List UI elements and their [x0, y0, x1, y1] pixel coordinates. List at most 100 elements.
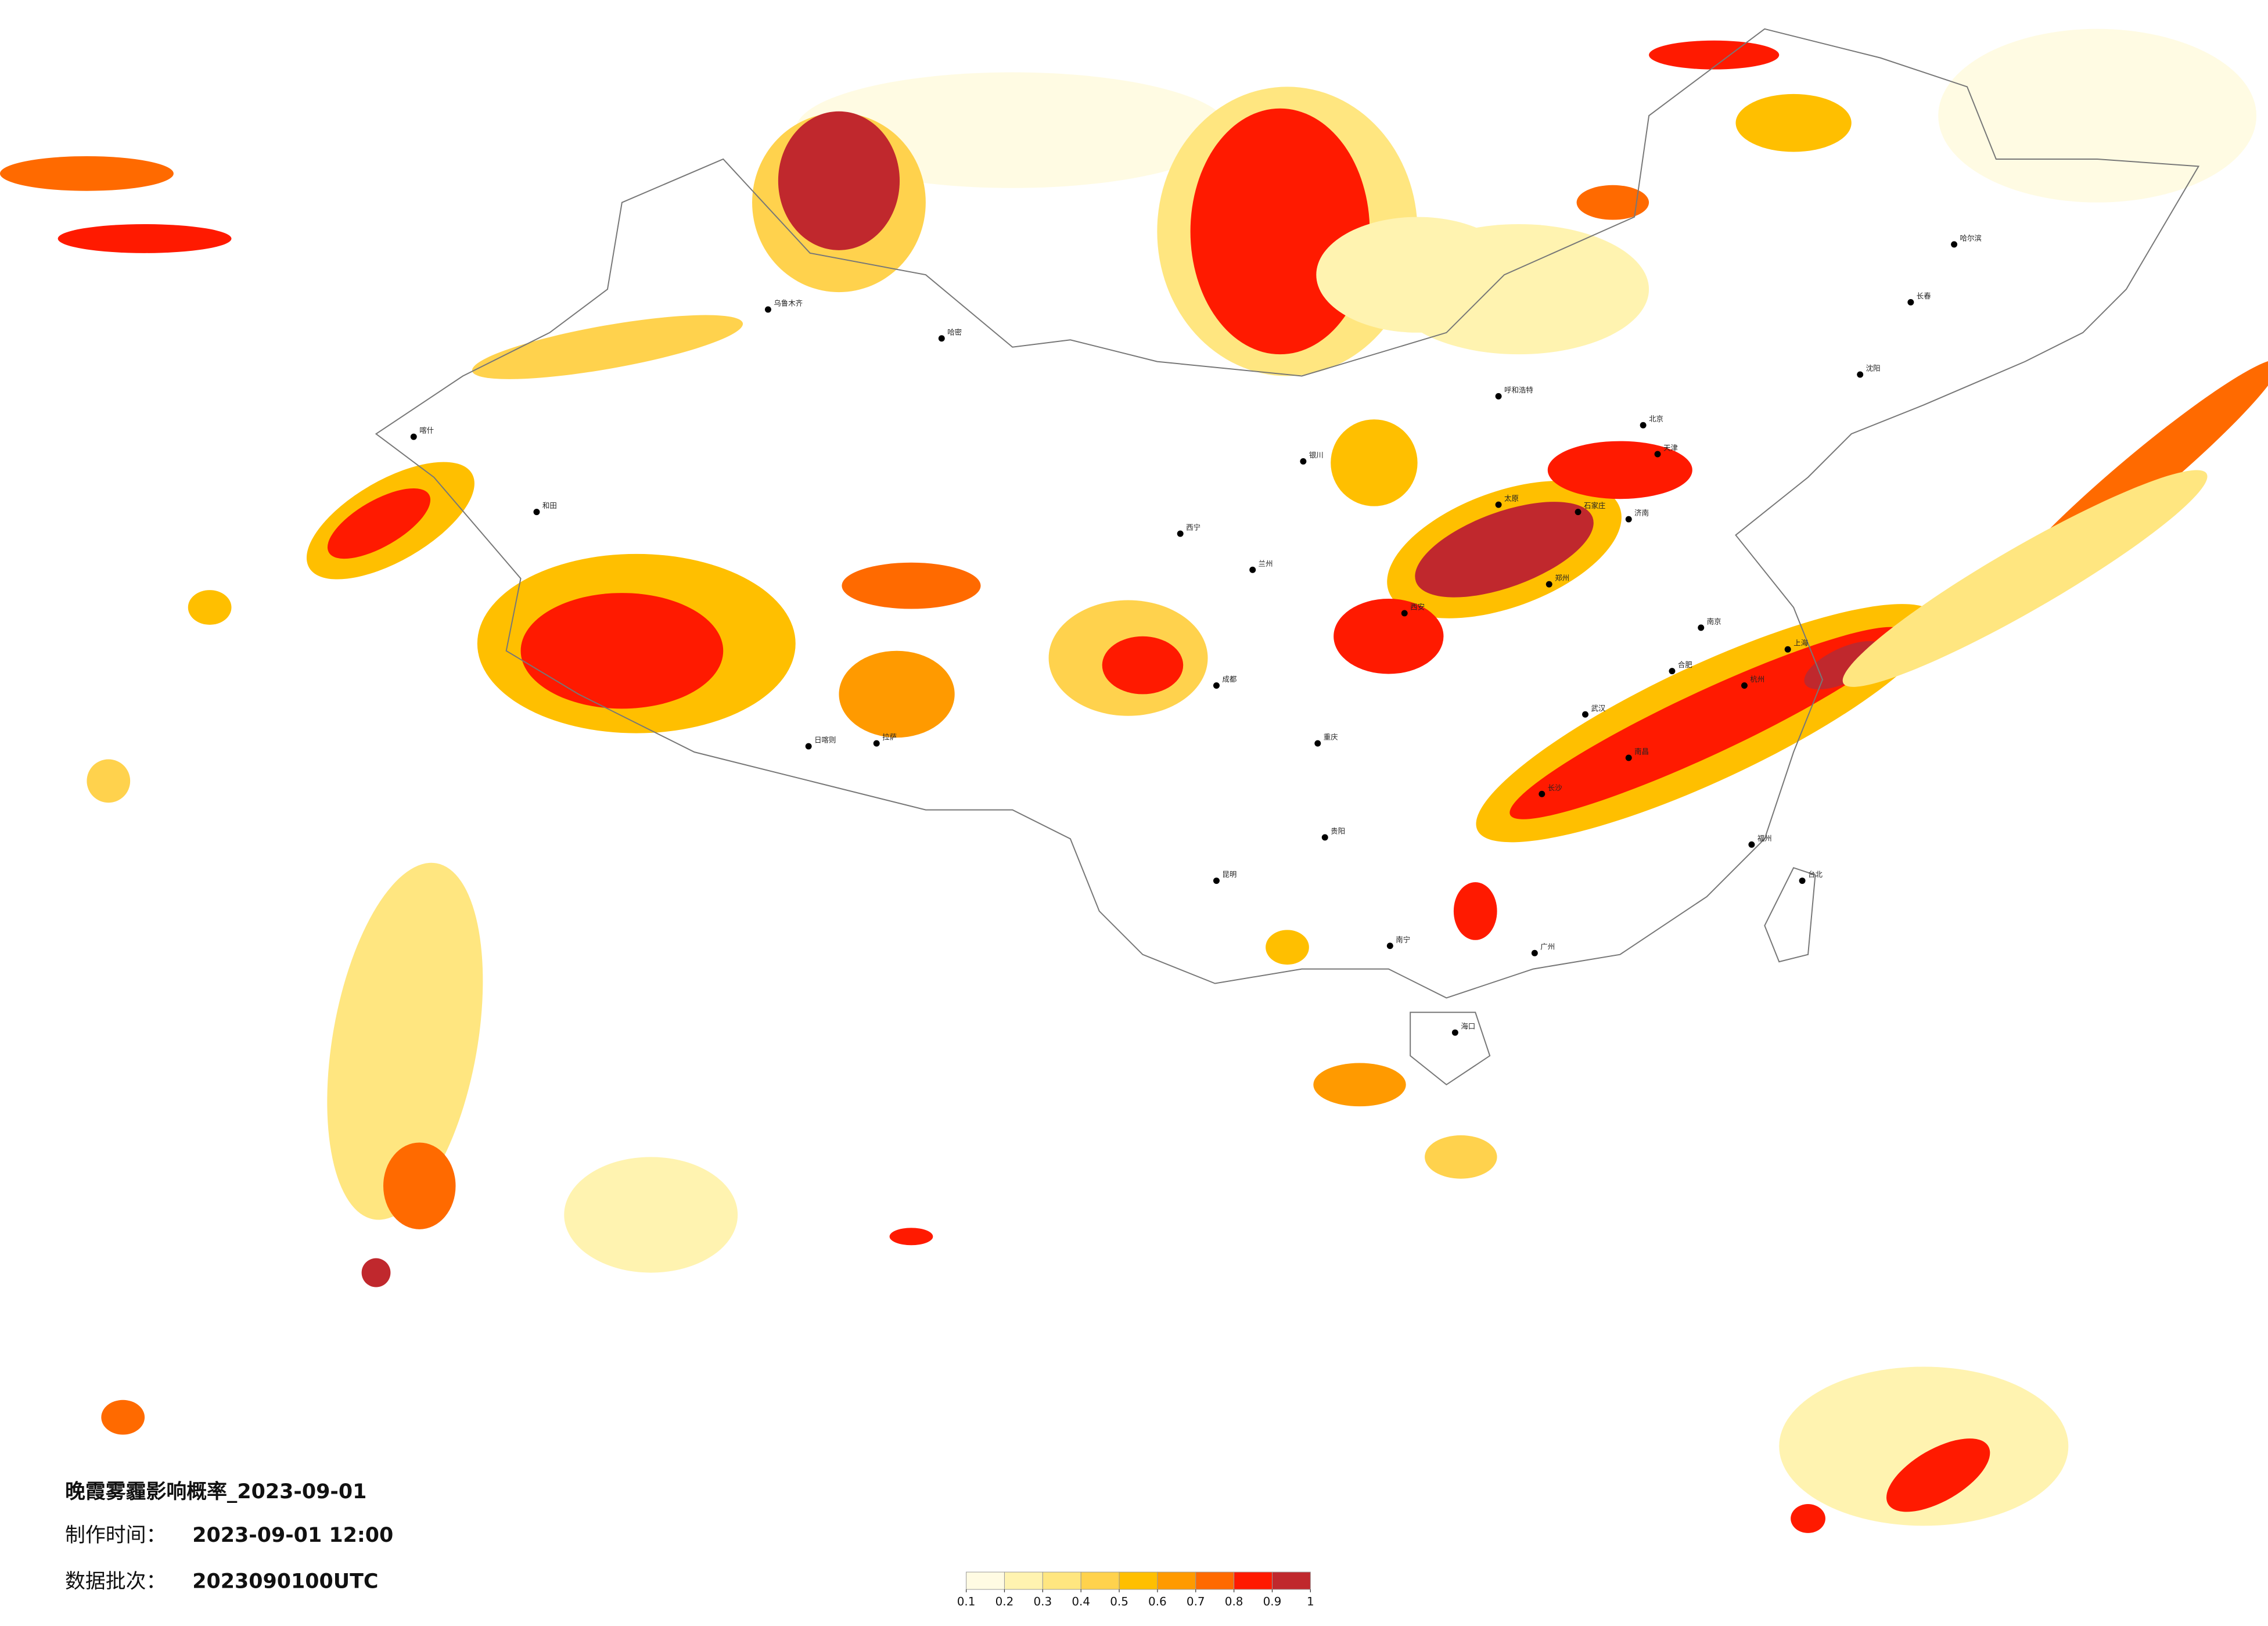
legend-tick-label: 0.3: [1033, 1595, 1052, 1608]
legend-tick-label: 1: [1307, 1595, 1314, 1608]
city-label: 长沙: [1548, 783, 1562, 792]
haze-area: [520, 593, 724, 709]
city-dot: [1495, 393, 1502, 400]
city-dot: [1698, 624, 1705, 631]
color-legend: 0.1 0.2 0.3 0.4 0.5 0.6 0.7 0.8 0.9 1: [957, 1571, 1314, 1608]
city-dot: [938, 335, 945, 342]
city-label: 西宁: [1186, 523, 1201, 532]
haze-area: [564, 1157, 738, 1273]
haze-area: [839, 650, 955, 738]
haze-area: [1331, 419, 1418, 506]
haze-area: [1779, 1366, 2069, 1526]
city-dot: [1654, 451, 1661, 458]
haze-area: [1425, 1135, 1497, 1179]
batch-label: 数据批次：: [65, 1570, 166, 1593]
city-dot: [1907, 299, 1914, 305]
production-value: 2023-09-01 12:00: [192, 1524, 393, 1547]
haze-area: [1316, 217, 1519, 333]
legend-swatch: [1271, 1571, 1311, 1590]
legend-swatch: [1004, 1571, 1043, 1590]
city-dot: [1857, 371, 1864, 378]
city-label: 兰州: [1259, 559, 1273, 568]
legend-tick-label: 0.8: [1225, 1595, 1243, 1608]
city-dot: [764, 306, 771, 313]
city-label: 南宁: [1396, 935, 1410, 944]
city-label: 天津: [1663, 444, 1678, 452]
haze-area: [889, 1228, 933, 1246]
haze-area: [778, 111, 900, 250]
haze-area: [87, 759, 131, 803]
city-dot: [1669, 668, 1676, 675]
city-label: 西安: [1410, 602, 1425, 611]
city-label: 武汉: [1591, 704, 1605, 713]
haze-area: [1453, 882, 1497, 940]
city-label: 广州: [1540, 942, 1555, 951]
city-dot: [1545, 581, 1552, 588]
city-label: 南京: [1707, 617, 1721, 625]
legend-swatch: [1195, 1571, 1235, 1590]
haze-area: [1190, 108, 1370, 355]
city-dot: [1640, 422, 1647, 429]
city-label: 昆明: [1222, 870, 1237, 879]
haze-area: [361, 1258, 391, 1287]
city-dot: [1625, 516, 1632, 523]
city-dot: [1582, 711, 1588, 718]
city-dot: [805, 743, 812, 750]
haze-area: [1313, 1063, 1406, 1107]
city-dot: [1386, 942, 1393, 949]
city-label: 南昌: [1634, 747, 1649, 756]
city-dot: [1951, 241, 1958, 248]
legend-tick-label: 0.2: [995, 1595, 1014, 1608]
city-label: 拉萨: [882, 733, 897, 742]
city-dot: [1177, 530, 1184, 537]
haze-area: [1266, 930, 1309, 965]
legend-tick-label: 0.4: [1072, 1595, 1090, 1608]
city-label: 沈阳: [1866, 364, 1881, 373]
haze-area: [1842, 470, 2208, 687]
haze-area: [842, 562, 981, 609]
haze-area: [101, 1400, 145, 1435]
haze-area: [188, 590, 232, 625]
city-label: 哈密: [947, 328, 962, 336]
map-title: 晚霞雾霾影响概率_2023-09-01: [65, 1480, 366, 1503]
city-label: 合肥: [1678, 660, 1692, 669]
city-dot: [1213, 682, 1220, 689]
legend-tick-label: 0.6: [1148, 1595, 1167, 1608]
city-label: 呼和浩特: [1504, 386, 1533, 394]
city-dot: [1575, 509, 1582, 516]
haze-area: [383, 1142, 456, 1229]
haze-area: [1886, 1438, 1990, 1512]
production-label: 制作时间：: [65, 1524, 166, 1547]
city-dot: [1249, 566, 1256, 573]
legend-swatch: [1234, 1571, 1273, 1590]
city-label: 银川: [1309, 451, 1324, 459]
city-dot: [1401, 610, 1408, 617]
city-dot: [1625, 754, 1632, 761]
city-dot: [1539, 790, 1545, 797]
city-dot: [1495, 501, 1502, 508]
city-label: 长春: [1917, 292, 1931, 300]
legend-swatch: [1119, 1571, 1158, 1590]
city-dot: [1748, 841, 1755, 848]
city-dot: [1300, 458, 1307, 465]
city-label: 喀什: [419, 426, 434, 435]
city-label: 济南: [1634, 509, 1649, 517]
legend-swatch: [1157, 1571, 1196, 1590]
haze-area: [1649, 40, 1780, 70]
city-label: 石家庄: [1584, 501, 1605, 510]
city-label: 郑州: [1555, 574, 1569, 582]
haze-area: [1735, 93, 1852, 152]
city-label: 北京: [1649, 415, 1663, 423]
haze-area: [1938, 28, 2257, 203]
city-label: 日喀则: [814, 736, 836, 744]
haze-area: [1509, 627, 1904, 819]
city-label: 哈尔滨: [1960, 233, 1982, 242]
city-dot: [1741, 682, 1748, 689]
haze-area: [1791, 1504, 1825, 1533]
haze-area: [1415, 502, 1594, 598]
haze-area: [1102, 636, 1184, 695]
haze-area: [57, 224, 232, 253]
